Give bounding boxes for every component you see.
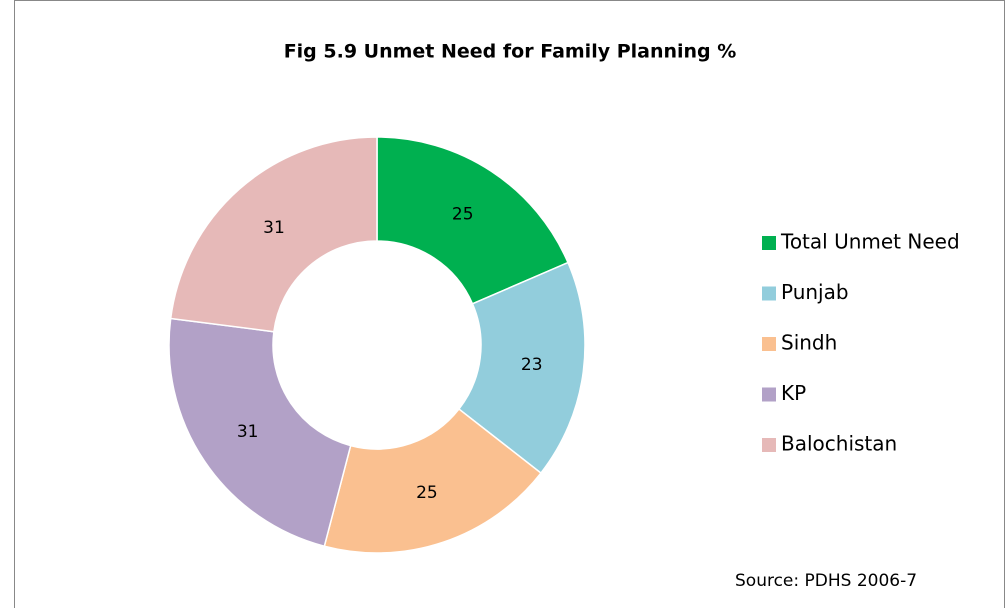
legend-label: Punjab xyxy=(781,280,849,304)
data-label: 25 xyxy=(416,483,438,503)
data-label: 31 xyxy=(237,422,259,442)
legend-label: Sindh xyxy=(781,331,837,355)
legend-swatch xyxy=(762,438,776,452)
legend-swatch xyxy=(762,337,776,351)
legend-swatch xyxy=(762,286,776,301)
legend-label: Balochistan xyxy=(781,432,897,456)
legend-swatch xyxy=(762,387,776,402)
donut-slice xyxy=(376,136,569,305)
legend-swatch xyxy=(762,236,776,250)
chart-title: Fig 5.9 Unmet Need for Family Planning % xyxy=(284,41,737,63)
data-label: 31 xyxy=(263,218,285,238)
donut-slice xyxy=(169,136,378,333)
data-label: 25 xyxy=(452,205,474,225)
donut-slice xyxy=(457,261,586,475)
source-note: Source: PDHS 2006-7 xyxy=(735,571,917,591)
data-label: 23 xyxy=(521,355,543,375)
legend-label: Total Unmet Need xyxy=(780,230,960,254)
legend-label: KP xyxy=(781,381,806,405)
donut-slice xyxy=(323,407,542,554)
donut-slice xyxy=(168,317,352,548)
